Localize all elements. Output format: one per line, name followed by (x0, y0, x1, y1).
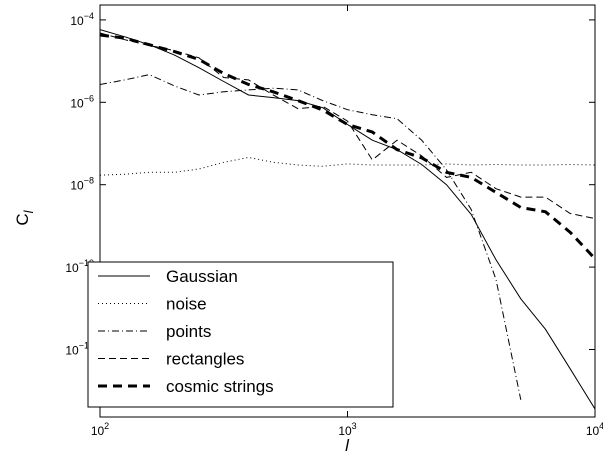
legend-label: Gaussian (166, 267, 238, 286)
legend-box (87, 261, 394, 408)
legend-label: points (166, 322, 211, 341)
x-tick-label: 102 (91, 421, 109, 438)
y-tick-label: 10−12 (65, 341, 94, 358)
x-tick-label: 104 (586, 421, 603, 438)
y-tick-label: 10−8 (70, 176, 94, 193)
y-tick-label: 10−4 (70, 11, 94, 28)
plot-lines (100, 29, 595, 410)
legend-label: rectangles (166, 350, 244, 369)
y-axis-label-main: C (13, 213, 32, 225)
legend-label: cosmic strings (166, 377, 274, 396)
series-line (100, 74, 522, 400)
series-line (100, 32, 595, 220)
legend-label: noise (166, 295, 207, 314)
y-tick-label: 10−6 (70, 93, 94, 110)
y-axis-label: Cl (13, 209, 36, 225)
x-tick-label: 103 (338, 421, 356, 438)
series-line (100, 29, 595, 410)
x-axis-label: l (345, 436, 350, 455)
y-axis-label-sub: l (21, 209, 36, 213)
y-tick-label: 10−10 (65, 258, 94, 275)
